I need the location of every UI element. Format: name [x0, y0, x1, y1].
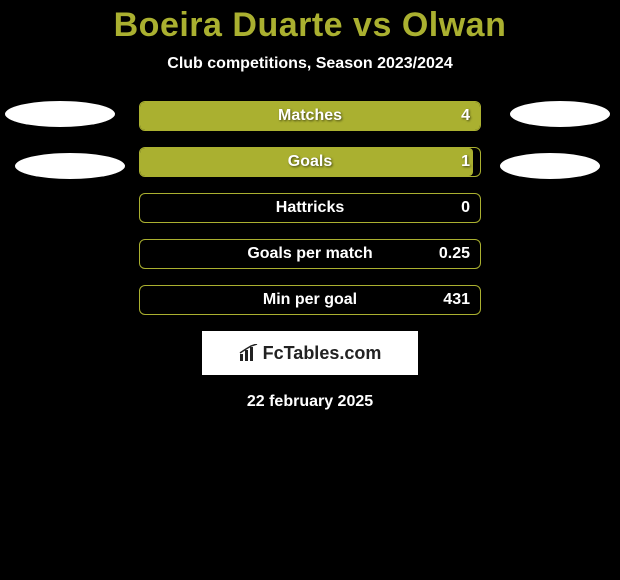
- stat-bar: Min per goal 431: [139, 285, 481, 315]
- stat-bar: Goals per match 0.25: [139, 239, 481, 269]
- stat-bars-container: Matches 4 Goals 1 Hattricks 0 Goals per match 0…: [139, 101, 481, 315]
- stat-bar: Matches 4: [139, 101, 481, 131]
- player2-photo-placeholder-2: [500, 153, 600, 179]
- date-text: 22 february 2025: [0, 393, 620, 411]
- stat-bar-value: 1: [461, 153, 470, 171]
- stat-bar: Goals 1: [139, 147, 481, 177]
- player1-name: Boeira Duarte: [114, 6, 343, 44]
- brand-text: FcTables.com: [263, 343, 382, 364]
- player2-photo-placeholder-1: [510, 101, 610, 127]
- player1-photo-placeholder-1: [5, 101, 115, 127]
- stat-bar-label: Goals per match: [247, 245, 372, 263]
- stat-bar-value: 0.25: [439, 245, 470, 263]
- subtitle-text: Club competitions, Season 2023/2024: [0, 55, 620, 73]
- brand-footer-box: FcTables.com: [202, 331, 418, 375]
- chart-icon: [239, 344, 259, 362]
- comparison-title: Boeira Duarte vs Olwan: [0, 0, 620, 45]
- stat-bar: Hattricks 0: [139, 193, 481, 223]
- player1-photo-placeholder-2: [15, 153, 125, 179]
- vs-separator: vs: [353, 6, 392, 44]
- player2-name: Olwan: [402, 6, 507, 44]
- stat-bar-value: 431: [443, 291, 470, 309]
- stat-bar-value: 4: [461, 107, 470, 125]
- stat-bar-label: Min per goal: [263, 291, 357, 309]
- stat-bar-label: Hattricks: [276, 199, 344, 217]
- stats-area: Matches 4 Goals 1 Hattricks 0 Goals per match 0…: [0, 101, 620, 315]
- stat-bar-label: Goals: [288, 153, 332, 171]
- brand-logo: FcTables.com: [239, 343, 382, 364]
- stat-bar-label: Matches: [278, 107, 342, 125]
- stat-bar-value: 0: [461, 199, 470, 217]
